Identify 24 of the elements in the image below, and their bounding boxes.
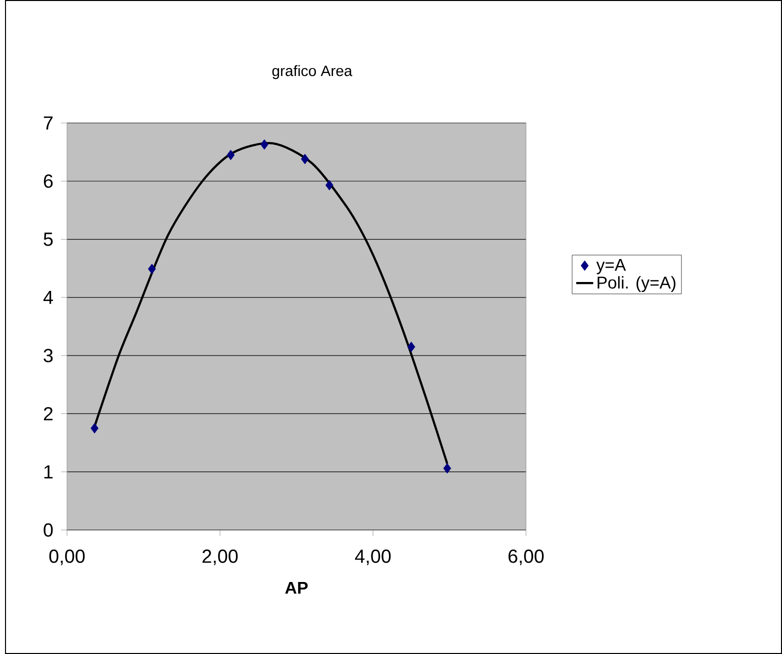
y-tick-label: 5 <box>44 232 53 246</box>
x-tick-label: 4,00 <box>355 550 391 566</box>
x-tick-label: 2,00 <box>202 550 238 566</box>
y-tick-label: 1 <box>44 465 53 478</box>
point <box>260 139 268 150</box>
y-tick-label: 3 <box>44 348 53 362</box>
x-axis-title: AP <box>285 582 308 594</box>
point <box>90 423 98 434</box>
point <box>407 342 416 352</box>
legend-label: Poli. (y=A) <box>598 276 676 292</box>
y-tick-label: 6 <box>44 174 53 188</box>
y-tick-label: 7 <box>44 116 53 130</box>
point <box>300 154 309 164</box>
x-tick-label: 0,00 <box>49 550 85 566</box>
point <box>148 264 156 274</box>
point <box>226 150 235 160</box>
point <box>443 463 452 474</box>
point <box>325 180 334 190</box>
y-tick-label: 4 <box>43 290 53 304</box>
chart-title: grafico Area <box>272 65 352 80</box>
y-tick-label: 0 <box>44 523 53 537</box>
y-tick-label: 2 <box>44 407 53 420</box>
x-tick-label: 6,00 <box>508 550 544 566</box>
legend-label: y=A <box>596 259 626 274</box>
